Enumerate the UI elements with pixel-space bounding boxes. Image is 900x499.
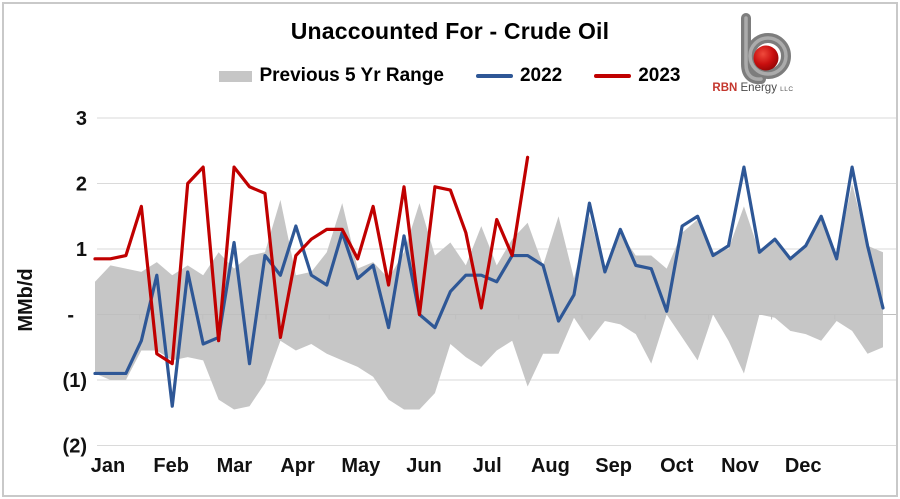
- logo-rbn-text: RBN: [712, 82, 738, 94]
- x-tick-label: Jan: [91, 455, 125, 477]
- y-tick-label: 3: [76, 108, 87, 130]
- x-tick-label: Jun: [406, 455, 442, 477]
- x-tick-label: Nov: [721, 455, 760, 477]
- line-swatch-2022: [475, 74, 513, 78]
- legend-range-label: Previous 5 Yr Range: [259, 65, 444, 86]
- x-tick-label: May: [341, 455, 381, 477]
- range-band-swatch: [219, 70, 253, 82]
- series-line-2022: [93, 165, 885, 408]
- rbn-logo-mark-icon: [741, 13, 791, 85]
- chart-title: Unaccounted For - Crude Oil: [290, 18, 610, 44]
- chart-legend: Previous 5 Yr Range 2022 2023: [0, 63, 900, 89]
- rbn-logo-wordmark: RBN Energy LLC: [702, 82, 804, 94]
- y-axis-title: MMb/d: [15, 268, 37, 331]
- range-band: [95, 183, 883, 410]
- rbn-energy-logo: RBN Energy LLC: [702, 6, 804, 98]
- x-tick-label: Jul: [473, 455, 502, 477]
- x-tick-label: Oct: [660, 455, 694, 477]
- y-tick-label: (2): [63, 436, 87, 458]
- x-tick-label: Dec: [785, 455, 822, 477]
- x-tick-label: Apr: [280, 455, 315, 477]
- x-tick-label: Aug: [531, 455, 570, 477]
- legend-item-range: Previous 5 Yr Range: [219, 65, 444, 87]
- logo-llc-text: LLC: [780, 86, 794, 93]
- x-tick-label: Feb: [153, 455, 189, 477]
- y-tick-label: 1: [76, 239, 87, 261]
- logo-energy-text: Energy: [740, 82, 777, 94]
- series-line-2023: [93, 155, 530, 366]
- legend-2023-label: 2023: [638, 65, 681, 86]
- y-tick-label: (1): [63, 370, 87, 392]
- y-tick-label: 2: [76, 174, 87, 196]
- legend-2022-label: 2022: [519, 65, 563, 86]
- x-tick-label: Sep: [595, 455, 632, 477]
- x-tick-label: Mar: [217, 455, 253, 477]
- line-swatch-2023: [594, 74, 632, 78]
- y-tick-label: -: [67, 305, 74, 327]
- legend-item-2022: 2022: [475, 65, 563, 87]
- legend-item-2023: 2023: [594, 65, 681, 87]
